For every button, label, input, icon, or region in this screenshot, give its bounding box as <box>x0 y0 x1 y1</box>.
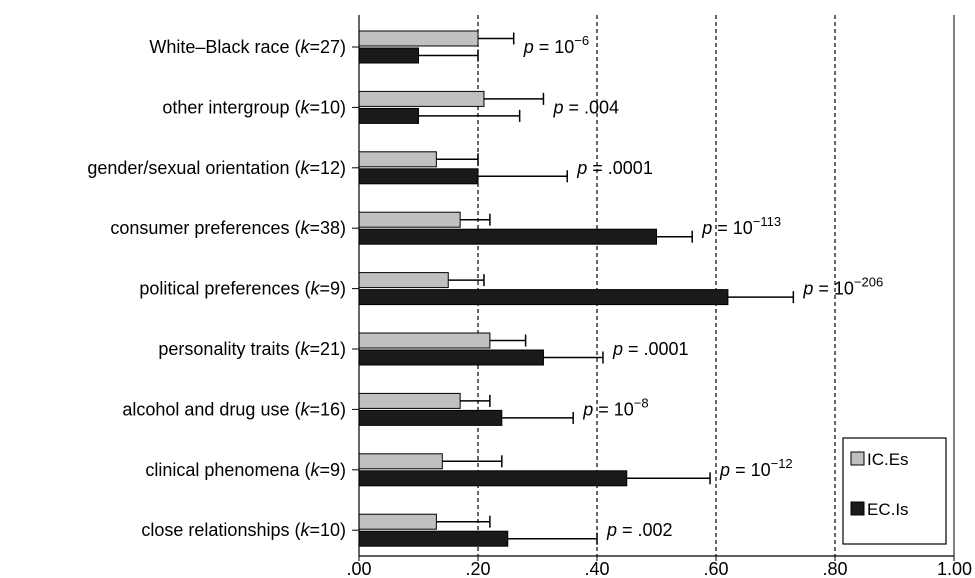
ec-is-bar <box>358 289 729 306</box>
ic-es-bar <box>358 211 461 228</box>
ec-is-bar <box>358 107 419 124</box>
legend-label: EC.Is <box>867 500 909 519</box>
ic-es-bar <box>358 151 437 168</box>
category-label: White–Black race (k=27) <box>149 37 346 57</box>
p-value-label: p = 10−206 <box>802 275 883 299</box>
p-value-label: p = 10−6 <box>523 33 589 57</box>
ec-is-bar <box>358 47 419 64</box>
category-label: other intergroup (k=10) <box>162 97 346 117</box>
ic-es-bar <box>358 30 479 47</box>
ic-es-bar <box>358 513 437 530</box>
ec-is-bar <box>358 409 503 426</box>
legend-swatch <box>850 451 865 466</box>
gridlines <box>477 15 836 556</box>
category-label: clinical phenomena (k=9) <box>145 460 346 480</box>
category-label: alcohol and drug use (k=16) <box>122 399 346 419</box>
ec-is-bar <box>358 168 479 185</box>
x-tick-labels: .00 .20 .40 .60 .80 1.00 <box>346 559 972 578</box>
ec-is-bar <box>358 470 628 487</box>
ec-is-bar <box>358 349 544 366</box>
p-value-label: p = .0001 <box>576 158 653 178</box>
ic-es-bar <box>358 392 461 409</box>
category-label: political preferences (k=9) <box>139 279 346 299</box>
category-label: personality traits (k=21) <box>158 339 346 359</box>
p-value-label: p = 10−12 <box>719 456 793 480</box>
x-tick-label: .60 <box>703 559 728 578</box>
p-value-label: p = 10−113 <box>701 214 781 238</box>
x-tick-label: .20 <box>465 559 490 578</box>
category-labels: White–Black race (k=27) other intergroup … <box>87 37 346 540</box>
x-tick-label: .40 <box>584 559 609 578</box>
ec-is-bar <box>358 530 509 547</box>
legend-label: IC.Es <box>867 450 909 469</box>
ic-es-bar <box>358 272 449 289</box>
p-value-label: p = .004 <box>552 97 619 117</box>
ic-es-bar <box>358 332 491 349</box>
category-label: close relationships (k=10) <box>141 520 346 540</box>
x-tick-label: .80 <box>822 559 847 578</box>
category-label: gender/sexual orientation (k=12) <box>87 158 346 178</box>
ic-es-bar <box>358 453 443 470</box>
bars <box>358 30 795 547</box>
p-value-label: p = .002 <box>606 520 673 540</box>
x-tick-label: 1.00 <box>937 559 972 578</box>
x-tick-label: .00 <box>346 559 371 578</box>
ec-is-bar <box>358 228 657 245</box>
p-value-label: p = 10−8 <box>582 395 648 419</box>
p-value-labels: p = 10−6 p = .004 p = .0001 p = 10−113 p = 1… <box>523 33 884 540</box>
legend-swatch <box>850 501 865 516</box>
category-label: consumer preferences (k=38) <box>110 218 346 238</box>
axes <box>352 15 955 561</box>
p-value-label: p = .0001 <box>612 339 689 359</box>
legend: IC.Es EC.Is <box>842 437 947 545</box>
ic-es-bar <box>358 90 485 107</box>
